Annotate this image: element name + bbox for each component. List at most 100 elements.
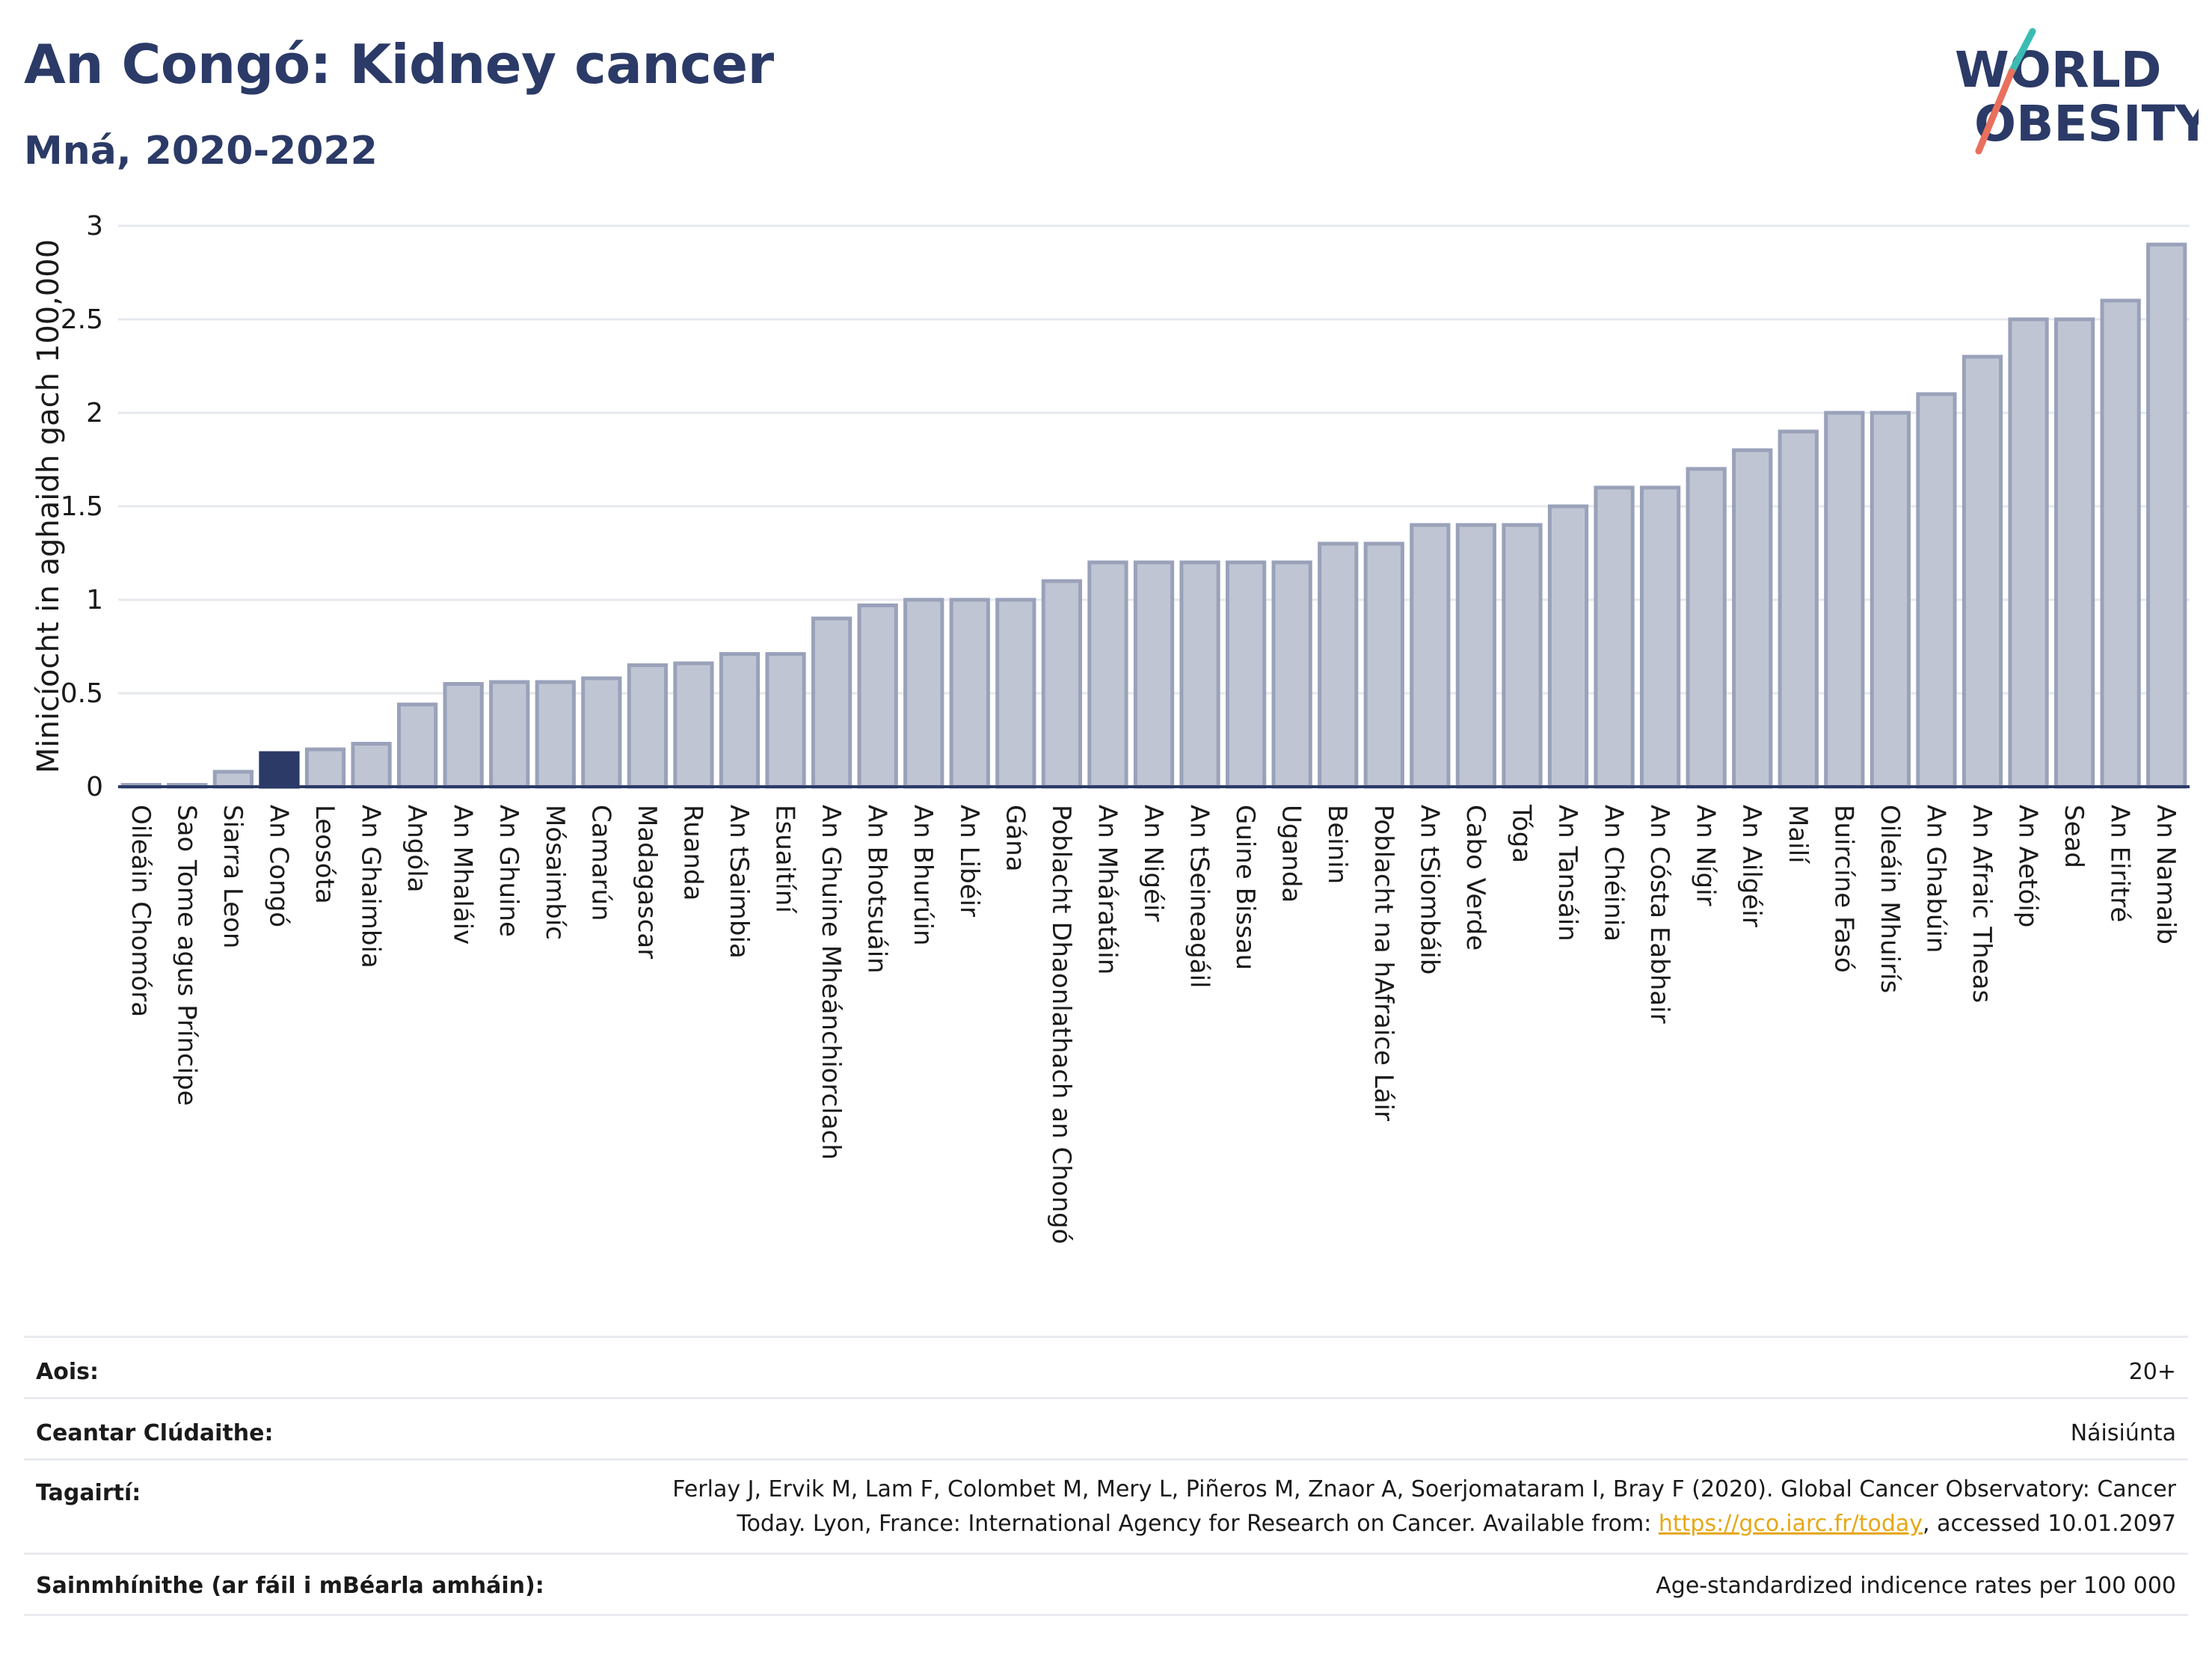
y-axis-ticks: 0 0.5 1 1.5 2 2.5 3: [61, 211, 103, 802]
x-tick-label: An Congó: [263, 805, 293, 927]
bar: [304, 747, 346, 789]
x-tick-label: An Chéinia: [1599, 805, 1629, 942]
bar: [351, 742, 392, 789]
x-tick-label: Uganda: [1276, 805, 1306, 903]
y-tick-label: 2.5: [61, 304, 103, 335]
chart-title: An Congó: Kidney cancer: [24, 33, 774, 96]
x-tick-label: Ruanda: [678, 805, 707, 900]
x-tick-label: An tSeineagáil: [1185, 805, 1214, 989]
x-tick-label: Sead: [2059, 805, 2089, 868]
bar: [627, 663, 669, 789]
y-tick-label: 3: [86, 211, 103, 242]
x-tick-label: An Ghuine Mheánchiorclach: [816, 805, 846, 1160]
x-tick-label: An Aetóip: [2013, 805, 2043, 927]
x-tick-label: Leosóta: [310, 805, 340, 904]
world-obesity-logo: WORLD OBESITY: [1955, 28, 2199, 155]
x-tick-label: Beinin: [1322, 805, 1352, 884]
bar: [396, 702, 438, 789]
logo-stroke-coral: [1975, 68, 2015, 155]
x-tick-label: Gána: [1000, 805, 1030, 872]
x-tick-label: Camarún: [586, 805, 615, 921]
x-tick-label: An Bhotsuáin: [862, 805, 892, 974]
x-tick-label: Sao Tome agus Príncipe: [171, 805, 201, 1106]
x-tick-label: An Tansáin: [1552, 805, 1582, 942]
bar: [1639, 485, 1681, 789]
bar: [1041, 579, 1083, 789]
y-axis-label: Minicíocht in aghaidh gach 100,000: [31, 239, 66, 773]
logo-line-1: WORLD: [1955, 41, 2162, 99]
x-tick-label: Guine Bissau: [1230, 805, 1260, 970]
x-tick-label: An Afraic Theas: [1967, 805, 1997, 1003]
x-tick-label: Esuaitíní: [770, 805, 800, 914]
info-row-definitions: Sainmhínithe (ar fáil i mBéarla amháin):…: [24, 1553, 2188, 1616]
x-tick-label: An Mhaláiv: [448, 805, 478, 945]
references-line-2: Today. Lyon, France: International Agenc…: [672, 1507, 2176, 1541]
logo-stroke-teal: [2008, 28, 2036, 76]
logo-line-2: OBESITY: [1974, 95, 2199, 153]
x-tick-label: An Ghabúin: [1920, 805, 1950, 953]
x-tick-label: Poblacht Dhaonlathach an Chongó: [1046, 805, 1076, 1244]
bar: [535, 680, 576, 789]
bar: [1778, 429, 1819, 789]
bar: [1870, 411, 1911, 789]
y-tick-label: 0: [86, 772, 103, 802]
bar: [259, 751, 300, 789]
bar: [673, 661, 714, 789]
bar: [1594, 485, 1635, 789]
info-row-coverage: Ceantar Clúdaithe: Náisiúnta: [24, 1397, 2188, 1461]
bar: [1824, 411, 1865, 789]
age-value: 20+: [2128, 1359, 2176, 1385]
bar: [1547, 504, 1589, 789]
bar: [443, 682, 484, 789]
x-axis-labels: Oileáin Chomóra Sao Tome agus Príncipe Sia…: [126, 804, 2181, 1244]
references-line-2-text: Today. Lyon, France: International Agenc…: [737, 1511, 1659, 1537]
bar: [1916, 392, 1957, 789]
x-tick-label: An Cósta Eabhair: [1644, 805, 1674, 1024]
y-tick-label: 1: [86, 585, 103, 615]
bar: [1961, 354, 2003, 789]
chart-subtitle: Mná, 2020-2022: [24, 129, 378, 174]
bar-chart: 0 0.5 1 1.5 2 2.5 3 Oileáin Chomóra Sao Tome ag…: [31, 211, 2190, 1244]
x-tick-label: An Ailgéir: [1736, 805, 1766, 927]
coverage-label: Ceantar Clúdaithe:: [36, 1420, 274, 1446]
x-tick-label: Mailí: [1783, 805, 1813, 865]
bar: [811, 616, 852, 789]
bar: [949, 598, 990, 789]
x-tick-label: An Bhurúin: [908, 805, 938, 946]
bar: [1686, 467, 1727, 789]
x-tick-label: Angóla: [402, 805, 431, 892]
bar: [765, 652, 806, 789]
references-line-1: Ferlay J, Ervik M, Lam F, Colombet M, Me…: [672, 1476, 2176, 1502]
definitions-label: Sainmhínithe (ar fáil i mBéarla amháin):: [36, 1573, 544, 1599]
x-tick-label: Oileáin Mhuirís: [1875, 805, 1905, 993]
references-link[interactable]: https://gco.iarc.fr/today: [1658, 1511, 1923, 1537]
bar: [581, 676, 622, 789]
y-tick-label: 1.5: [61, 491, 103, 522]
bar: [2008, 317, 2049, 789]
references-line-2-suffix: , accessed 10.01.2097: [1923, 1511, 2176, 1537]
y-tick-label: 0.5: [61, 678, 103, 709]
info-bottom-rule: [24, 1614, 2188, 1616]
x-tick-label: An Mháratáin: [1092, 805, 1122, 974]
age-label: Aois:: [36, 1359, 99, 1385]
x-tick-label: An Eiritré: [2105, 805, 2135, 922]
bar: [1410, 523, 1451, 789]
info-row-references: Tagairtí: Ferlay J, Ervik M, Lam F, Colo…: [24, 1458, 2188, 1555]
x-tick-label: Mósaimbíc: [540, 805, 570, 940]
bar: [2100, 298, 2141, 789]
bar: [212, 770, 254, 789]
bar: [1318, 541, 1359, 789]
bar: [719, 652, 761, 789]
references-label: Tagairtí:: [36, 1480, 141, 1506]
x-tick-label: An Libéir: [954, 805, 984, 917]
y-tick-label: 2: [86, 398, 103, 429]
x-tick-label: An Nigéir: [1138, 805, 1168, 921]
bar: [1502, 523, 1543, 789]
bar: [1455, 523, 1497, 789]
bars: [120, 242, 2187, 789]
bar: [1225, 560, 1267, 789]
bar: [1179, 560, 1220, 789]
bar: [1732, 448, 1773, 789]
info-row-age: Aois: 20+: [24, 1336, 2188, 1399]
bar: [857, 604, 898, 789]
